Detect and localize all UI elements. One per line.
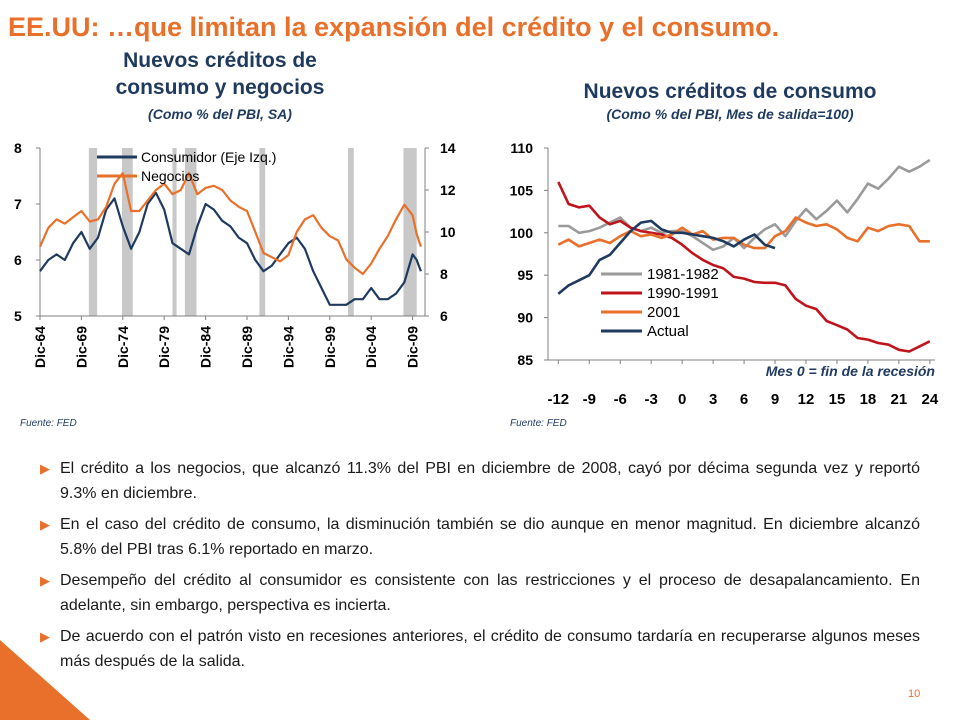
right-tick-label-1: 8: [440, 266, 448, 282]
legend-label-1: Negocios: [141, 168, 199, 184]
x-tick-label-0: -12: [547, 391, 569, 408]
right-chart-subtitle: (Como % del PBI, Mes de salida=100): [606, 106, 854, 122]
bullet-item: ▶ El crédito a los negocios, que alcanzó …: [38, 456, 920, 506]
series-line-2: [557, 216, 930, 250]
bullet-text: El crédito a los negocios, que alcanzó 1…: [60, 460, 920, 502]
bullet-list: ▶ El crédito a los negocios, que alcanzó …: [38, 456, 920, 680]
x-tick-label-1: Dic-69: [73, 326, 89, 368]
y-tick-label-4: 105: [510, 182, 534, 198]
page-number: 10: [908, 688, 921, 700]
x-tick-label-9: Dic-09: [405, 326, 421, 368]
legend-label-3: Actual: [647, 323, 689, 340]
bullet-item: ▶ Desempeño del crédito al consumidor es …: [38, 568, 920, 618]
x-tick-label-4: Dic-84: [198, 326, 214, 368]
x-tick-label-6: Dic-94: [280, 326, 296, 368]
x-tick-label-3: Dic-79: [156, 326, 172, 368]
series-line-3: [557, 219, 776, 295]
bullet-text: En el caso del crédito de consumo, la di…: [60, 516, 920, 558]
recession-band-5: [348, 148, 354, 316]
arrow-icon: ▶: [40, 461, 50, 476]
x-tick-label-7: Dic-99: [322, 326, 338, 368]
legend-label-1: 1990-1991: [647, 285, 719, 302]
left-chart-title-line2: consumo y negocios: [115, 76, 325, 99]
right-tick-label-3: 12: [440, 182, 456, 198]
right-chart-title: Nuevos créditos de consumo: [583, 80, 877, 103]
x-tick-label-11: 21: [891, 391, 908, 408]
recession-band-0: [88, 148, 98, 316]
series-line-1: [557, 181, 931, 353]
left-chart-subtitle: (Como % del PBI, SA): [148, 106, 292, 122]
legend-label-2: 2001: [647, 304, 680, 321]
y-tick-label-3: 100: [510, 225, 534, 241]
y-tick-label-1: 90: [517, 310, 533, 326]
y-tick-label-0: 85: [517, 352, 533, 368]
x-tick-label-12: 24: [921, 391, 938, 408]
recession-band-1: [121, 148, 133, 316]
x-tick-label-6: 6: [740, 391, 748, 408]
legend-label-0: 1981-1982: [647, 266, 719, 283]
left-tick-label-2: 7: [14, 196, 22, 212]
x-tick-label-5: Dic-89: [239, 326, 255, 368]
series-line-0: [558, 158, 931, 252]
bullet-text: Desempeño del crédito al consumidor es c…: [60, 572, 920, 614]
x-tick-label-10: 18: [860, 391, 877, 408]
x-tick-label-3: -3: [645, 391, 658, 408]
left-tick-label-3: 8: [14, 140, 22, 156]
right-tick-label-4: 14: [440, 140, 456, 156]
right-tick-label-2: 10: [440, 224, 456, 240]
x-tick-label-0: Dic-64: [32, 326, 48, 368]
bullet-item: ▶ De acuerdo con el patrón visto en reces…: [38, 624, 920, 674]
x-tick-label-8: 12: [798, 391, 815, 408]
arrow-icon: ▶: [40, 517, 50, 532]
x-tick-label-5: 3: [709, 391, 717, 408]
chart-annotation: Mes 0 = fin de la recesión: [766, 363, 935, 379]
left-tick-label-1: 6: [14, 252, 22, 268]
x-tick-label-2: -6: [614, 391, 627, 408]
bullet-text: De acuerdo con el patrón visto en recesi…: [60, 628, 920, 670]
series-line-1: [38, 172, 422, 276]
slide-title: EE.UU: …que limitan la expansión del cré…: [8, 12, 780, 42]
left-chart-source: Fuente: FED: [20, 418, 77, 429]
legend-label-0: Consumidor (Eje Izq.): [141, 149, 276, 165]
recession-band-4: [259, 148, 266, 316]
series-line-0: [39, 191, 422, 306]
left-tick-label-0: 5: [14, 308, 22, 324]
x-tick-label-7: 9: [771, 391, 779, 408]
right-chart-source: Fuente: FED: [510, 418, 567, 429]
x-tick-label-4: 0: [678, 391, 686, 408]
x-tick-label-8: Dic-04: [363, 326, 379, 368]
x-tick-label-2: Dic-74: [115, 326, 131, 368]
y-tick-label-5: 110: [510, 140, 533, 156]
y-tick-label-2: 95: [517, 267, 533, 283]
left-chart-title-line1: Nuevos créditos de: [123, 49, 317, 72]
recession-band-2: [172, 148, 177, 316]
x-tick-label-9: 15: [829, 391, 846, 408]
x-tick-label-1: -9: [583, 391, 596, 408]
recession-band-3: [184, 148, 197, 316]
arrow-icon: ▶: [40, 573, 50, 588]
bullet-item: ▶ En el caso del crédito de consumo, la d…: [38, 512, 920, 562]
right-tick-label-0: 6: [440, 308, 448, 324]
arrow-icon: ▶: [40, 629, 50, 644]
